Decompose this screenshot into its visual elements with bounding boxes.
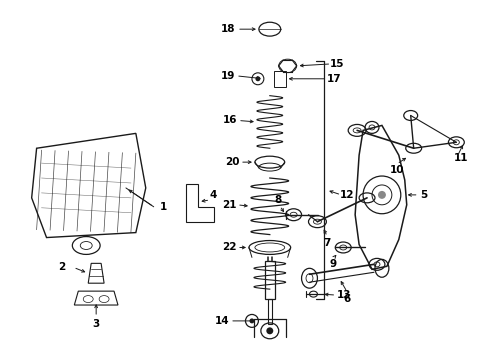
Text: 11: 11 [453, 153, 468, 163]
Text: 3: 3 [92, 319, 100, 329]
Text: 15: 15 [329, 59, 344, 69]
Text: 6: 6 [343, 294, 350, 304]
Text: 22: 22 [222, 243, 236, 252]
Text: 2: 2 [58, 262, 65, 272]
Text: 5: 5 [419, 190, 427, 200]
Text: 4: 4 [209, 190, 217, 200]
Bar [267, 299, 271, 324]
Text: 19: 19 [221, 71, 235, 81]
Text: 10: 10 [389, 165, 403, 175]
Text: 21: 21 [222, 200, 236, 210]
Ellipse shape [255, 76, 260, 81]
Text: 13: 13 [336, 290, 351, 300]
Text: 12: 12 [339, 190, 354, 200]
Text: 16: 16 [223, 116, 237, 126]
Ellipse shape [266, 327, 273, 334]
Text: 7: 7 [323, 238, 330, 248]
Bar [264, 261, 274, 299]
Text: 14: 14 [214, 316, 229, 326]
Text: 1: 1 [160, 202, 167, 212]
Text: 17: 17 [326, 74, 341, 84]
Text: 8: 8 [274, 195, 281, 205]
Text: 18: 18 [221, 24, 235, 34]
Ellipse shape [249, 319, 254, 323]
Bar [273, 71, 285, 87]
Ellipse shape [377, 191, 385, 199]
Text: 9: 9 [329, 259, 336, 269]
Text: 20: 20 [224, 157, 239, 167]
